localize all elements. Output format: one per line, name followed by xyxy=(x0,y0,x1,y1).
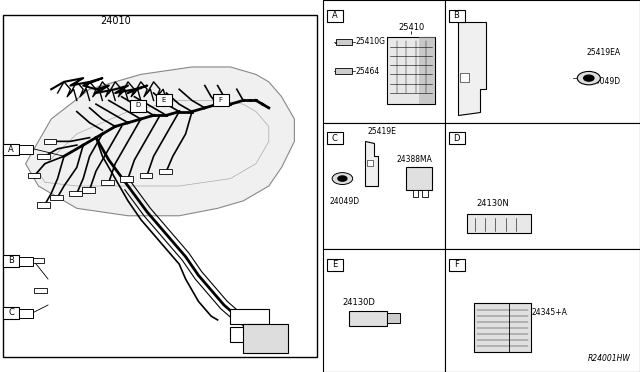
Bar xyxy=(387,313,400,323)
Bar xyxy=(327,259,343,271)
Text: 25464: 25464 xyxy=(355,67,380,76)
Bar xyxy=(28,173,40,178)
Bar xyxy=(31,258,44,263)
Bar xyxy=(37,202,50,208)
Bar xyxy=(327,132,343,144)
Bar xyxy=(69,191,82,196)
Text: 25410G: 25410G xyxy=(355,37,385,46)
Bar xyxy=(323,0,445,123)
Text: C: C xyxy=(332,134,338,142)
Bar xyxy=(19,145,33,154)
Text: B: B xyxy=(8,256,14,265)
Bar xyxy=(50,195,63,200)
Bar xyxy=(327,10,343,22)
Text: A: A xyxy=(332,11,337,20)
Bar xyxy=(349,311,387,326)
Bar xyxy=(37,154,50,159)
Circle shape xyxy=(584,75,594,81)
Bar xyxy=(243,324,288,353)
Bar xyxy=(387,37,435,104)
Bar xyxy=(449,132,465,144)
Bar xyxy=(449,259,465,271)
Bar xyxy=(230,327,269,342)
Text: D: D xyxy=(135,102,140,108)
Bar xyxy=(34,288,47,293)
Text: D: D xyxy=(453,134,460,142)
Bar xyxy=(19,257,33,266)
Text: 24010: 24010 xyxy=(100,16,131,26)
Text: C: C xyxy=(8,308,14,317)
Bar xyxy=(323,123,445,249)
Bar xyxy=(419,37,435,104)
Text: 24049D: 24049D xyxy=(330,197,360,206)
Bar xyxy=(367,160,373,166)
Bar xyxy=(422,190,428,197)
Bar xyxy=(445,123,640,249)
Polygon shape xyxy=(365,141,378,186)
Bar xyxy=(230,309,269,324)
Text: 25419E: 25419E xyxy=(368,127,397,136)
Polygon shape xyxy=(26,67,294,216)
Bar xyxy=(413,190,418,197)
Bar xyxy=(3,144,19,155)
Bar xyxy=(460,73,469,82)
Bar xyxy=(3,307,19,319)
Bar xyxy=(19,309,33,318)
Bar xyxy=(130,100,146,112)
Bar xyxy=(156,94,172,106)
Text: 25410: 25410 xyxy=(398,23,425,32)
Bar xyxy=(467,214,531,232)
Circle shape xyxy=(577,71,600,85)
Bar xyxy=(44,139,56,144)
Bar xyxy=(159,169,172,174)
Bar xyxy=(445,249,640,372)
Bar xyxy=(323,249,445,372)
Text: 25419EA: 25419EA xyxy=(587,48,621,57)
Bar xyxy=(474,303,531,352)
Text: 24049D: 24049D xyxy=(591,77,621,86)
Bar xyxy=(336,39,352,45)
Bar xyxy=(445,0,640,123)
Bar xyxy=(449,10,465,22)
Text: A: A xyxy=(8,145,14,154)
Text: B: B xyxy=(453,11,460,20)
Circle shape xyxy=(332,173,353,185)
Text: F: F xyxy=(454,260,459,269)
Bar xyxy=(120,176,133,182)
Text: R24001HW: R24001HW xyxy=(588,354,630,363)
Bar xyxy=(3,15,317,357)
Bar xyxy=(140,173,152,178)
Text: 24345+A: 24345+A xyxy=(531,308,567,317)
Text: E: E xyxy=(161,97,165,103)
Polygon shape xyxy=(458,22,486,115)
Bar xyxy=(3,255,19,267)
Bar xyxy=(406,167,432,190)
Text: 24130N: 24130N xyxy=(476,199,509,208)
Text: F: F xyxy=(219,97,223,103)
Text: 24388MA: 24388MA xyxy=(397,155,433,164)
Bar xyxy=(335,68,352,74)
Text: E: E xyxy=(332,260,337,269)
Text: 24130D: 24130D xyxy=(342,298,375,307)
Circle shape xyxy=(338,176,347,181)
Bar xyxy=(101,180,114,185)
Bar xyxy=(213,94,229,106)
Bar xyxy=(82,187,95,193)
